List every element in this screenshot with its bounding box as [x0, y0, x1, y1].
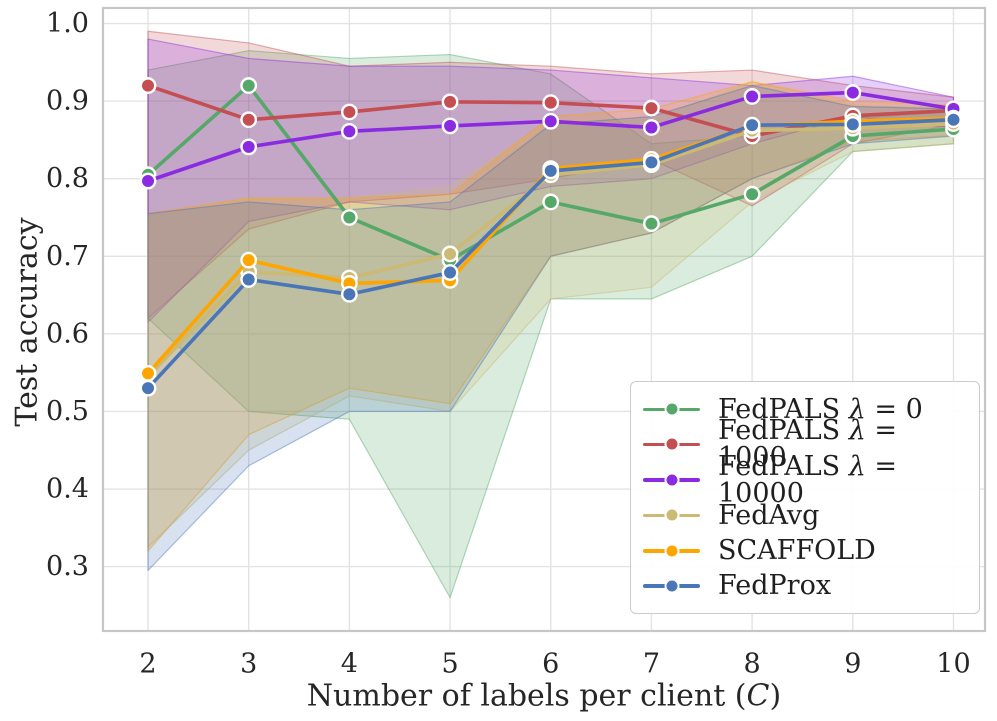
data-point-fedpals-lambda-10000: [240, 138, 258, 156]
x-tick-label: 8: [744, 649, 761, 680]
legend-item-fedpals-lambda-0: FedPALS λ = 0: [643, 392, 971, 426]
legend-item-fedavg: FedAvg: [643, 498, 971, 532]
x-axis-label-variable: C: [746, 678, 770, 714]
data-point-fedpals-lambda-0: [743, 185, 761, 203]
x-tick-label: 3: [240, 649, 257, 680]
legend-line-marker-icon: [643, 472, 700, 488]
data-point-scaffold: [139, 365, 157, 382]
legend-label-fedpals-lambda-10000: FedPALS λ = 10000: [718, 450, 898, 509]
legend-line-marker-icon: [643, 578, 700, 594]
legend-dot: [664, 578, 679, 594]
data-point-fedpals-lambda-0: [643, 215, 660, 233]
data-point-fedpals-lambda-10000: [743, 88, 761, 105]
data-point-fedpals-lambda-1000: [441, 93, 459, 111]
legend-dot: [664, 401, 679, 417]
data-point-fedpals-lambda-1000: [542, 94, 560, 112]
x-tick-label: 7: [643, 649, 660, 680]
data-point-fedprox: [844, 115, 862, 133]
legend-dot: [664, 436, 679, 452]
legend-dot: [664, 507, 679, 523]
legend-item-scaffold: SCAFFOLD: [643, 534, 971, 568]
x-tick-label: 6: [542, 649, 559, 680]
data-point-fedprox: [643, 153, 660, 171]
legend-item-fedpals-lambda-10000: FedPALS λ = 10000: [643, 453, 971, 507]
x-tick-label: 9: [844, 649, 861, 680]
legend: FedPALS λ = 0 FedPALS λ = 1000 FedPALS λ =…: [630, 381, 980, 614]
data-point-fedprox: [139, 379, 157, 397]
lambda-symbol: λ: [848, 393, 866, 425]
data-point-fedprox: [240, 271, 258, 288]
data-point-fedpals-lambda-0: [340, 209, 358, 226]
legend-item-fedpals-lambda-1000: FedPALS λ = 1000: [643, 417, 971, 471]
x-tick-label: 2: [139, 649, 156, 680]
x-tick-label: 10: [936, 649, 970, 680]
x-axis-label-suffix: ): [769, 678, 782, 714]
tick-labels: 1.0 0.9 0.8 0.7 0.6 0.5 0.4 0.3 2 3 4 5 6 7 8 9 10: [46, 8, 971, 679]
legend-label-fedprox: FedProx: [718, 570, 832, 602]
data-point-fedpals-lambda-0: [542, 193, 560, 211]
data-point-fedprox: [743, 116, 761, 134]
data-point-fedpals-lambda-1000: [240, 111, 258, 129]
data-point-fedprox: [340, 285, 358, 303]
plot-border: [101, 6, 987, 633]
y-tick-label: 0.8: [46, 163, 89, 194]
legend-line-marker-icon: [643, 436, 700, 452]
legend-line-marker-icon: [643, 543, 700, 559]
legend-dot: [664, 472, 679, 488]
data-point-fedpals-lambda-10000: [340, 122, 358, 140]
data-point-fedpals-lambda-10000: [643, 119, 660, 136]
y-tick-label: 0.9: [46, 86, 89, 117]
data-point-fedpals-lambda-10000: [441, 117, 459, 135]
x-tick-label: 4: [341, 649, 358, 680]
data-point-scaffold: [240, 251, 258, 269]
data-point-fedpals-lambda-0: [240, 77, 258, 94]
y-tick-label: 0.3: [46, 551, 89, 582]
data-point-fedavg: [441, 245, 459, 263]
x-axis-label: Number of labels per client (C): [307, 679, 781, 714]
y-tick-label: 0.4: [46, 474, 89, 505]
data-point-fedpals-lambda-10000: [139, 172, 157, 190]
data-point-fedpals-lambda-10000: [844, 84, 862, 101]
legend-label-fedavg: FedAvg: [718, 499, 820, 531]
lambda-symbol: λ: [848, 415, 866, 447]
legend-line-marker-icon: [643, 401, 700, 417]
legend-line-marker-icon: [643, 507, 700, 523]
series-fedprox: [139, 111, 962, 397]
legend-dot: [664, 543, 679, 559]
y-tick-label: 0.6: [46, 318, 89, 349]
y-tick-label: 0.7: [46, 241, 89, 272]
y-axis-label: Test accuracy: [9, 217, 45, 427]
legend-item-fedprox: FedProx: [643, 569, 971, 603]
data-point-fedprox: [945, 111, 962, 129]
data-point-fedpals-lambda-1000: [139, 77, 157, 94]
legend-label-scaffold: SCAFFOLD: [718, 535, 876, 567]
y-tick-label: 1.0: [46, 8, 89, 39]
x-axis-label-text: Number of labels per client (: [306, 678, 747, 714]
legend-label-fedpals-lambda-1000: FedPALS λ = 1000: [718, 415, 898, 474]
y-tick-label: 0.5: [46, 396, 89, 427]
data-point-fedpals-lambda-10000: [542, 112, 560, 130]
data-point-fedprox: [441, 264, 459, 281]
data-point-fedpals-lambda-1000: [340, 103, 358, 121]
lambda-symbol: λ: [848, 450, 866, 482]
data-point-fedprox: [542, 162, 560, 180]
x-tick-label: 5: [441, 649, 458, 680]
legend-label-fedpals-lambda-0: FedPALS λ = 0: [718, 393, 923, 425]
data-point-fedpals-lambda-1000: [643, 99, 660, 117]
